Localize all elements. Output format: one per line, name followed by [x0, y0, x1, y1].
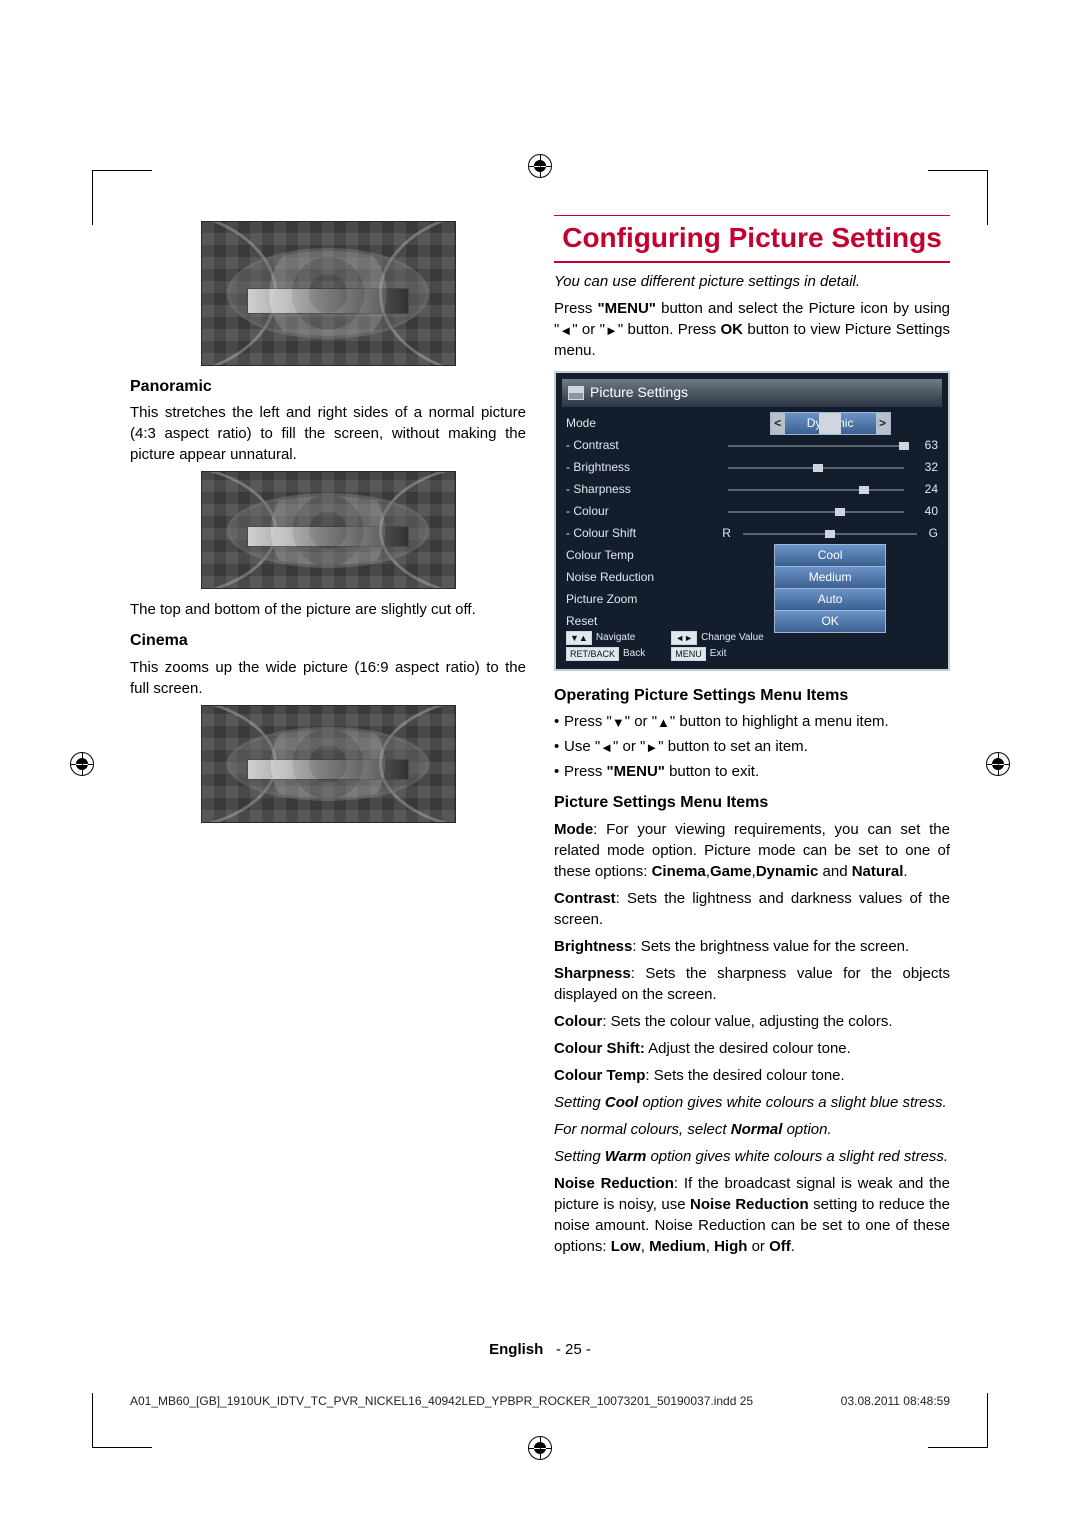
- testcard-4-3: [201, 221, 456, 366]
- osd-slider-value: 32: [916, 459, 938, 476]
- foot-timestamp: 03.08.2011 08:48:59: [841, 1394, 950, 1408]
- osd-row-brightness[interactable]: Brightness 32: [566, 457, 938, 479]
- change-label: Change Value: [701, 631, 764, 645]
- osd-row-reset[interactable]: Reset OK: [566, 611, 938, 633]
- osd-row-label: Colour Shift: [566, 525, 722, 542]
- picture-icon: [568, 386, 584, 400]
- nav-down-up-icon: ▼▲: [566, 631, 592, 645]
- nav-left-right-icon: ◄►: [671, 631, 697, 645]
- menu-key: MENU: [671, 647, 706, 661]
- foot-file: A01_MB60_[GB]_1910UK_IDTV_TC_PVR_NICKEL1…: [130, 1394, 753, 1408]
- osd-row-label: Sharpness: [566, 481, 722, 498]
- osd-row-colour-temp[interactable]: Colour Temp Cool: [566, 545, 938, 567]
- osd-row-contrast[interactable]: Contrast 63: [566, 435, 938, 457]
- osd-title-bar: Picture Settings: [562, 379, 942, 407]
- osd-slider[interactable]: [728, 445, 904, 447]
- registration-mark: [986, 0, 1010, 1528]
- chevron-right-icon[interactable]: >: [876, 413, 890, 434]
- osd-select[interactable]: < Dynamic >: [770, 412, 891, 435]
- registration-mark: [0, 1436, 1080, 1460]
- chevron-left-icon[interactable]: <: [771, 413, 785, 434]
- osd-slider-value: 24: [916, 481, 938, 498]
- intro-italic: You can use different picture settings i…: [554, 271, 950, 292]
- nav-label: Navigate: [596, 631, 635, 645]
- settings-item-desc: Sharpness: Sets the sharpness value for …: [554, 963, 950, 1005]
- footer-lang: English: [489, 1341, 543, 1358]
- operating-list: Press "▼" or "▲" button to highlight a m…: [554, 711, 950, 782]
- osd-row-label: Reset: [566, 613, 722, 630]
- registration-mark: [0, 154, 1080, 178]
- page: Panoramic This stretches the left and ri…: [0, 0, 1080, 1528]
- settings-item-desc: Mode: For your viewing requirements, you…: [554, 819, 950, 882]
- back-label: Back: [623, 647, 645, 661]
- mode-heading-panoramic: Panoramic: [130, 376, 526, 398]
- settings-item-desc: Colour Shift: Adjust the desired colour …: [554, 1038, 950, 1059]
- osd-option[interactable]: Auto: [774, 588, 886, 611]
- right-column: Configuring Picture Settings You can use…: [554, 215, 950, 1263]
- retback-key: RET/BACK: [566, 647, 619, 661]
- cinema-desc: This zooms up the wide picture (16:9 asp…: [130, 657, 526, 699]
- settings-item-desc: Setting Cool option gives white colours …: [554, 1092, 950, 1113]
- osd-row-sharpness[interactable]: Sharpness 24: [566, 479, 938, 501]
- settings-item-desc: Contrast: Sets the lightness and darknes…: [554, 888, 950, 930]
- op-item: Press "MENU" button to exit.: [554, 761, 950, 782]
- testcard-panoramic: [201, 471, 456, 589]
- osd-row-label: Noise Reduction: [566, 569, 722, 586]
- mode-heading-cinema: Cinema: [130, 630, 526, 652]
- osd-row-noise-reduction[interactable]: Noise Reduction Medium: [566, 567, 938, 589]
- registration-mark: [70, 0, 94, 1528]
- intro-para: Press "MENU" button and select the Pictu…: [554, 298, 950, 361]
- op-item: Press "▼" or "▲" button to highlight a m…: [554, 711, 950, 732]
- settings-item-desc: Noise Reduction: If the broadcast signal…: [554, 1173, 950, 1257]
- osd-slider[interactable]: [728, 489, 904, 491]
- osd-row-colour[interactable]: Colour 40: [566, 501, 938, 523]
- osd-slider[interactable]: [743, 533, 917, 535]
- osd-footer: ▼▲ Navigate RET/BACK Back ◄► Change Value M…: [566, 631, 938, 661]
- settings-item-desc: Colour: Sets the colour value, adjusting…: [554, 1011, 950, 1032]
- settings-item-desc: Setting Warm option gives white colours …: [554, 1146, 950, 1167]
- osd-select-value: Dynamic: [807, 415, 854, 432]
- page-footer: English - 25 -: [0, 1341, 1080, 1358]
- osd-option[interactable]: OK: [774, 610, 886, 633]
- exit-label: Exit: [710, 647, 727, 661]
- osd-row-label: Colour: [566, 503, 722, 520]
- osd-row-label: Colour Temp: [566, 547, 722, 564]
- osd-row-colour-shift[interactable]: Colour ShiftR G: [566, 523, 938, 545]
- settings-item-desc: Brightness: Sets the brightness value fo…: [554, 936, 950, 957]
- testcard-cinema: [201, 705, 456, 823]
- osd-slider-value: 40: [916, 503, 938, 520]
- osd-option[interactable]: Cool: [774, 544, 886, 567]
- osd-row-label: Contrast: [566, 437, 722, 454]
- osd-row-label: Brightness: [566, 459, 722, 476]
- panoramic-desc: This stretches the left and right sides …: [130, 402, 526, 465]
- osd-option[interactable]: Medium: [774, 566, 886, 589]
- operating-heading: Operating Picture Settings Menu Items: [554, 685, 950, 707]
- osd-title: Picture Settings: [590, 383, 688, 403]
- panoramic-tail: The top and bottom of the picture are sl…: [130, 599, 526, 620]
- crop-mark: [92, 170, 152, 225]
- slider-right-tag: G: [929, 525, 938, 542]
- slider-left-tag: R: [722, 525, 731, 542]
- osd-row-label: Mode: [566, 415, 722, 432]
- osd-row-picture-zoom[interactable]: Picture Zoom Auto: [566, 589, 938, 611]
- footer-page: - 25 -: [556, 1341, 591, 1358]
- items-heading: Picture Settings Menu Items: [554, 792, 950, 814]
- osd-slider[interactable]: [728, 467, 904, 469]
- settings-item-desc: For normal colours, select Normal option…: [554, 1119, 950, 1140]
- osd-slider-value: 63: [916, 437, 938, 454]
- settings-item-desc: Colour Temp: Sets the desired colour ton…: [554, 1065, 950, 1086]
- imposition-footer: A01_MB60_[GB]_1910UK_IDTV_TC_PVR_NICKEL1…: [130, 1394, 950, 1408]
- osd-row-label: Picture Zoom: [566, 591, 722, 608]
- section-title: Configuring Picture Settings: [554, 215, 950, 263]
- op-item: Use "◄" or "►" button to set an item.: [554, 736, 950, 757]
- osd-row-mode[interactable]: Mode < Dynamic >: [566, 413, 938, 435]
- osd-slider[interactable]: [728, 511, 904, 513]
- osd-picture-settings: Picture Settings Mode < Dynamic > Contrast 63…: [554, 371, 950, 671]
- crop-mark: [928, 170, 988, 225]
- left-column: Panoramic This stretches the left and ri…: [130, 215, 526, 1263]
